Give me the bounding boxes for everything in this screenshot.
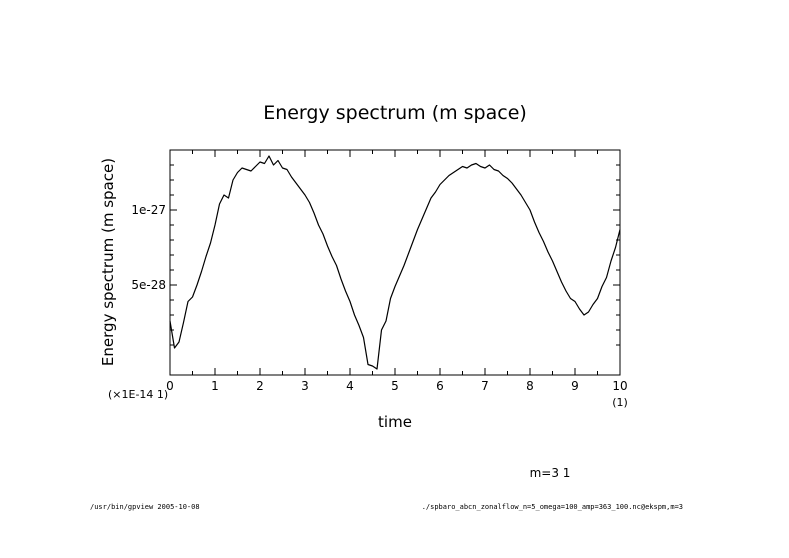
y-axis: 5e-28 1e-27 (131, 164, 620, 346)
series-group (169, 155, 621, 370)
y-tick-label: 5e-28 (131, 278, 166, 292)
y-tick-label: 1e-27 (131, 203, 166, 217)
x-tick-label: 0 (166, 379, 174, 393)
x-tick-label: 6 (436, 379, 444, 393)
footer-right: ./spbaro_abcn_zonalflow_n=5_omega=100_am… (422, 503, 683, 511)
x-tick-label: 9 (571, 379, 579, 393)
x-tick-label: 4 (346, 379, 354, 393)
x-tick-label: 8 (526, 379, 534, 393)
x-tick-label: 7 (481, 379, 489, 393)
x-tick-label: 1 (211, 379, 219, 393)
x-axis: 0 1 2 3 4 5 6 7 8 9 10 (166, 150, 628, 393)
x-unit-label: (1) (612, 396, 628, 409)
series-line-0 (169, 155, 621, 370)
x-tick-label: 5 (391, 379, 399, 393)
x-tick-label: 2 (256, 379, 264, 393)
chart-title: Energy spectrum (m space) (263, 102, 527, 124)
footer-left: /usr/bin/gpview 2005-10-08 (90, 503, 200, 511)
y-axis-label: Energy spectrum (m space) (99, 158, 117, 366)
x-tick-label: 10 (612, 379, 627, 393)
series-legend-label: m=3 1 (530, 466, 571, 480)
y-scale-label: (×1E-14 1) (108, 388, 168, 401)
x-tick-label: 3 (301, 379, 309, 393)
x-axis-label: time (378, 413, 412, 431)
